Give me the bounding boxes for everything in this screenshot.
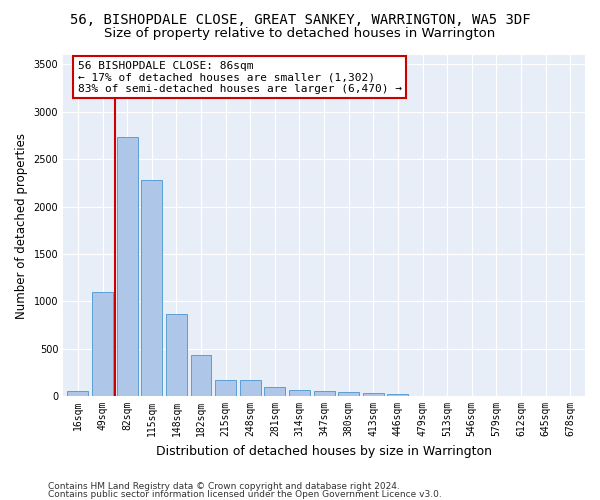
X-axis label: Distribution of detached houses by size in Warrington: Distribution of detached houses by size … bbox=[156, 444, 492, 458]
Text: 56, BISHOPDALE CLOSE, GREAT SANKEY, WARRINGTON, WA5 3DF: 56, BISHOPDALE CLOSE, GREAT SANKEY, WARR… bbox=[70, 12, 530, 26]
Text: Size of property relative to detached houses in Warrington: Size of property relative to detached ho… bbox=[104, 28, 496, 40]
Bar bbox=[265, 387, 286, 396]
Bar bbox=[388, 394, 409, 396]
Bar bbox=[67, 392, 88, 396]
Bar bbox=[363, 393, 384, 396]
Bar bbox=[338, 392, 359, 396]
Text: 56 BISHOPDALE CLOSE: 86sqm
← 17% of detached houses are smaller (1,302)
83% of s: 56 BISHOPDALE CLOSE: 86sqm ← 17% of deta… bbox=[78, 60, 402, 94]
Bar bbox=[92, 292, 113, 396]
Text: Contains public sector information licensed under the Open Government Licence v3: Contains public sector information licen… bbox=[48, 490, 442, 499]
Bar bbox=[166, 314, 187, 396]
Bar bbox=[289, 390, 310, 396]
Text: Contains HM Land Registry data © Crown copyright and database right 2024.: Contains HM Land Registry data © Crown c… bbox=[48, 482, 400, 491]
Bar bbox=[117, 138, 137, 396]
Y-axis label: Number of detached properties: Number of detached properties bbox=[15, 132, 28, 318]
Bar bbox=[142, 180, 162, 396]
Bar bbox=[215, 380, 236, 396]
Bar bbox=[191, 356, 211, 396]
Bar bbox=[240, 380, 261, 396]
Bar bbox=[314, 392, 335, 396]
